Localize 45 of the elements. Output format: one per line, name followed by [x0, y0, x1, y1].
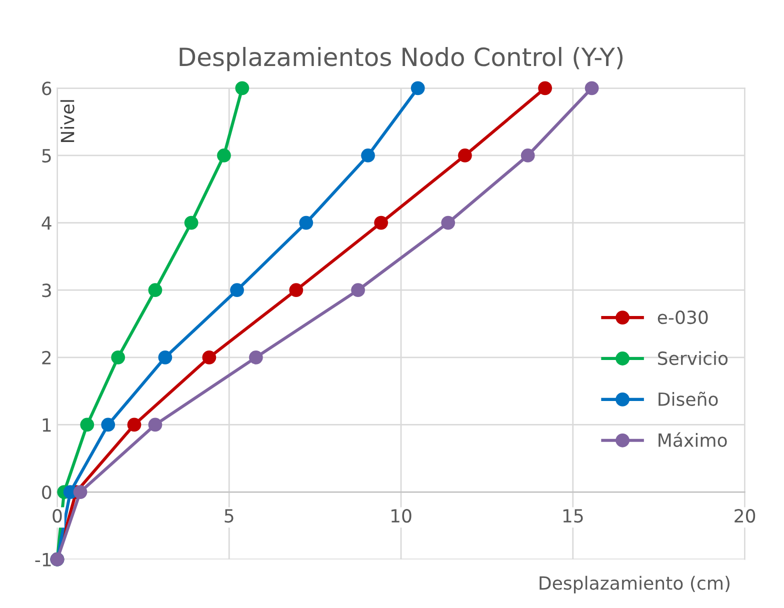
- x-tick-label: 15: [563, 509, 583, 523]
- point: [217, 148, 231, 162]
- point: [584, 81, 599, 96]
- y-tick-label: 6: [42, 82, 52, 96]
- y-tick-label: 2: [42, 350, 51, 364]
- point: [520, 148, 535, 162]
- x-axis-title: Desplazamiento (cm): [540, 576, 730, 594]
- point: [127, 418, 142, 432]
- chart-title: Desplazamientos Nodo Control (Y-Y): [180, 46, 623, 72]
- legend-label: Máximo: [658, 432, 727, 447]
- x-tick-label: 10: [392, 509, 412, 523]
- point: [248, 350, 263, 364]
- y-tick-label: 1: [42, 418, 51, 432]
- point: [202, 350, 216, 364]
- point: [538, 81, 552, 96]
- legend-label: Diseño: [658, 392, 718, 406]
- point: [441, 216, 456, 230]
- point: [235, 81, 250, 96]
- point: [184, 216, 198, 230]
- point: [101, 418, 116, 432]
- x-tick-label: 5: [224, 509, 234, 523]
- point: [458, 148, 472, 162]
- y-tick-label: 3: [42, 284, 51, 298]
- point: [80, 418, 94, 432]
- y-axis-title: Nivel: [60, 100, 74, 142]
- point: [158, 350, 172, 364]
- point: [73, 485, 88, 499]
- legend-label: e-030: [658, 310, 708, 324]
- point: [410, 81, 425, 96]
- y-tick-label: 4: [42, 216, 52, 230]
- point: [111, 350, 126, 364]
- point: [361, 148, 375, 162]
- point: [351, 283, 365, 298]
- x-tick-label: 20: [734, 509, 756, 523]
- y-tick-label: 5: [42, 149, 51, 163]
- point: [148, 418, 162, 432]
- point: [299, 216, 314, 230]
- point: [230, 283, 244, 298]
- point: [148, 283, 162, 298]
- y-tick-label: 0: [42, 486, 52, 500]
- point: [374, 216, 388, 230]
- point: [289, 283, 304, 298]
- y-tick-label: -1: [35, 553, 51, 566]
- legend-label: Servicio: [658, 351, 728, 366]
- x-tick-label: 0: [52, 509, 62, 523]
